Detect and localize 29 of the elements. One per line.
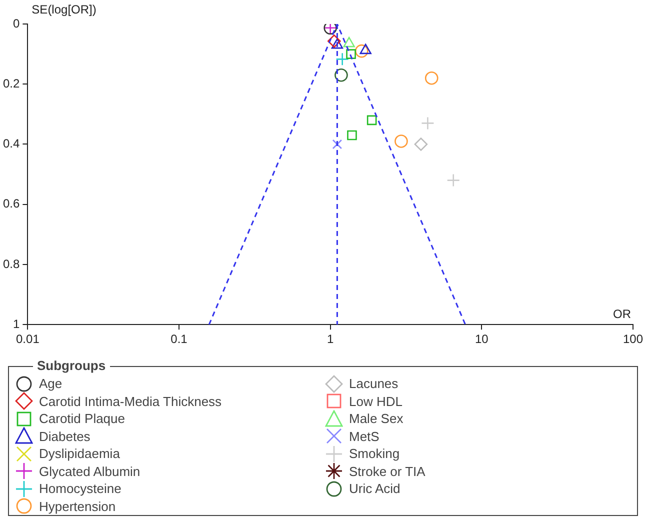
x-tick-label: 10: [474, 332, 489, 346]
y-tick-label: 0: [12, 16, 20, 30]
legend-label: Lacunes: [349, 376, 398, 392]
x-tick-label: 0.01: [16, 332, 40, 346]
y-tick-label: 0.4: [2, 136, 20, 151]
y-tick-label: 0.8: [2, 256, 20, 271]
legend-label: Homocysteine: [39, 481, 122, 496]
legend-label: Smoking: [349, 446, 400, 462]
legend-label: Carotid Plaque: [39, 411, 125, 426]
legend-label: Low HDL: [349, 394, 402, 409]
legend-label: Male Sex: [349, 411, 404, 426]
legend-label: Dyslipidaemia: [39, 446, 120, 462]
x-tick-label: 0.1: [170, 332, 188, 346]
legend-title: Subgroups: [33, 358, 110, 373]
legend-label: MetS: [349, 428, 380, 444]
y-tick-label: 0.2: [2, 76, 20, 90]
x-axis-title: OR: [612, 306, 632, 321]
x-tick-label: 100: [622, 332, 644, 346]
x-tick-label: 1: [326, 332, 334, 346]
y-tick-label: 1: [12, 316, 20, 331]
legend-label: Uric Acid: [349, 481, 400, 496]
legend-label: Glycated Albumin: [39, 464, 140, 479]
legend-label: Stroke or TIA: [349, 464, 426, 479]
y-tick-label: 0.6: [2, 196, 20, 211]
y-axis-title: SE(log[OR]): [32, 2, 96, 16]
legend-label: Hypertension: [39, 498, 116, 514]
legend-label: Carotid Intima-Media Thickness: [39, 394, 222, 409]
legend-label: Diabetes: [39, 428, 90, 444]
legend-label: Age: [39, 376, 62, 392]
